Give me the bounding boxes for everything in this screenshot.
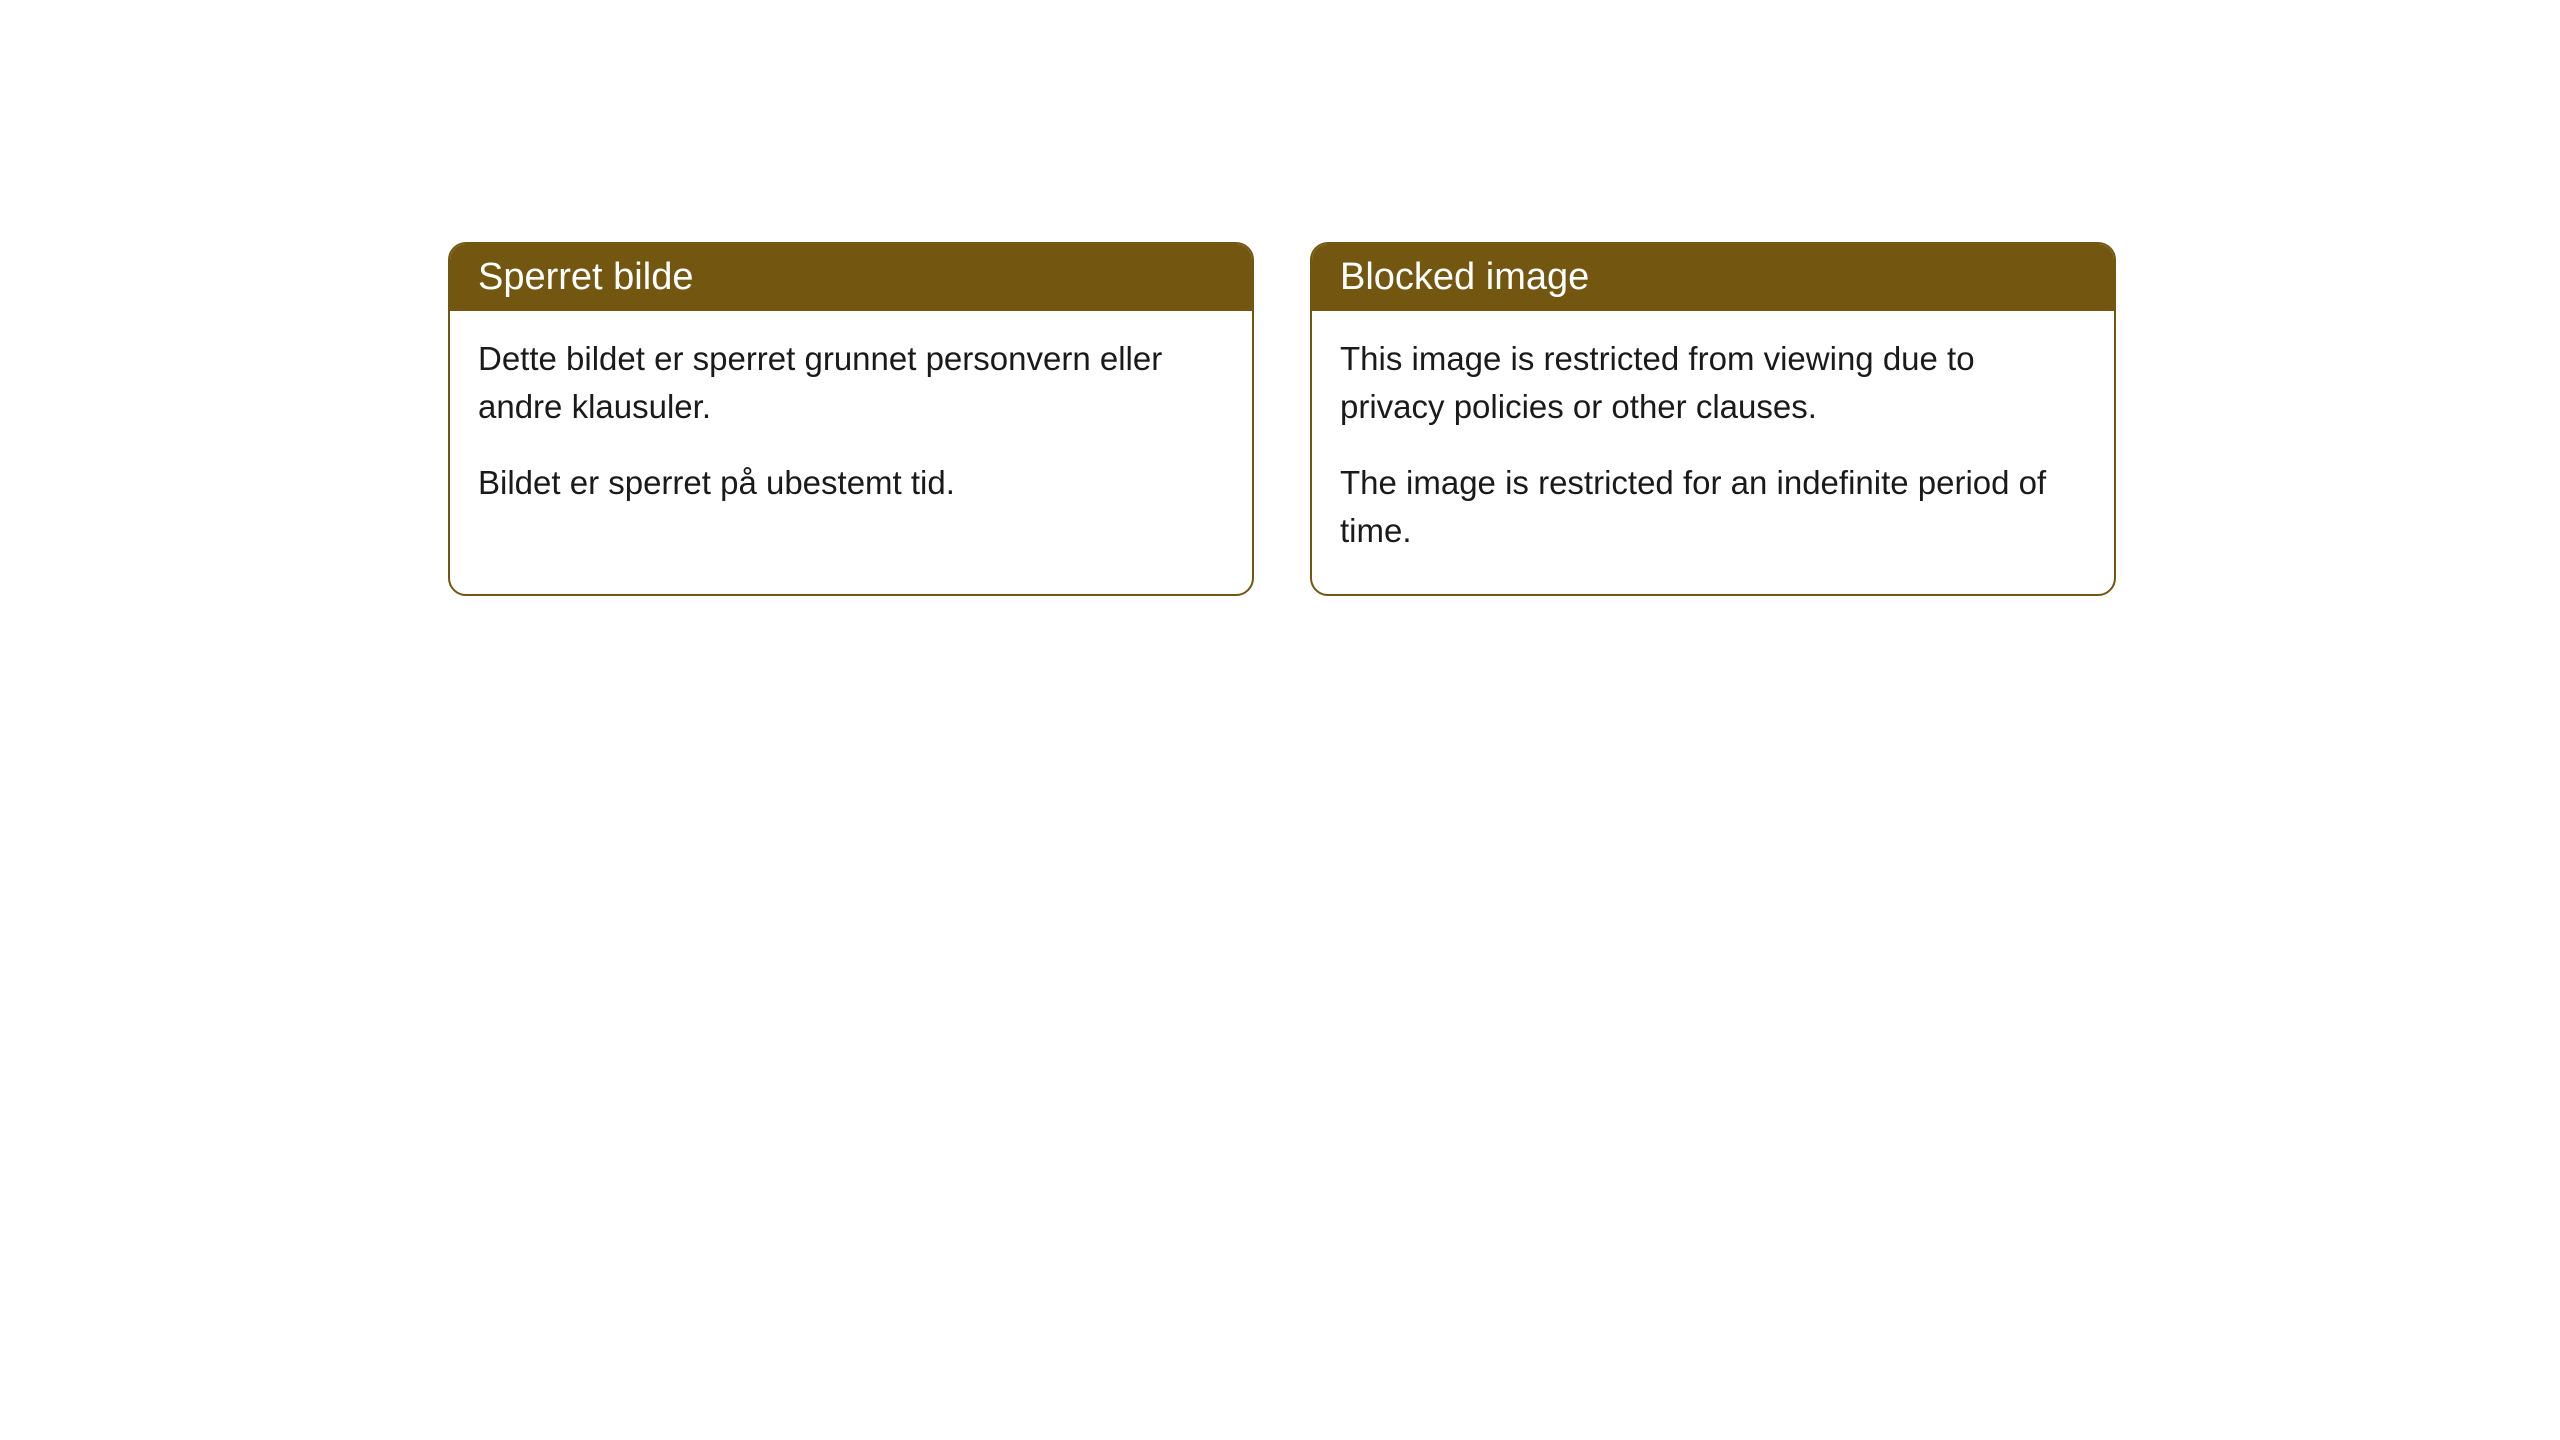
card-title: Blocked image (1312, 244, 2114, 311)
card-paragraph: This image is restricted from viewing du… (1340, 335, 2086, 431)
notice-card-norwegian: Sperret bilde Dette bildet er sperret gr… (448, 242, 1254, 596)
card-body: This image is restricted from viewing du… (1312, 311, 2114, 594)
notice-card-english: Blocked image This image is restricted f… (1310, 242, 2116, 596)
card-title: Sperret bilde (450, 244, 1252, 311)
notice-container: Sperret bilde Dette bildet er sperret gr… (448, 242, 2116, 596)
card-paragraph: Dette bildet er sperret grunnet personve… (478, 335, 1224, 431)
card-paragraph: Bildet er sperret på ubestemt tid. (478, 459, 1224, 507)
card-paragraph: The image is restricted for an indefinit… (1340, 459, 2086, 555)
card-body: Dette bildet er sperret grunnet personve… (450, 311, 1252, 547)
